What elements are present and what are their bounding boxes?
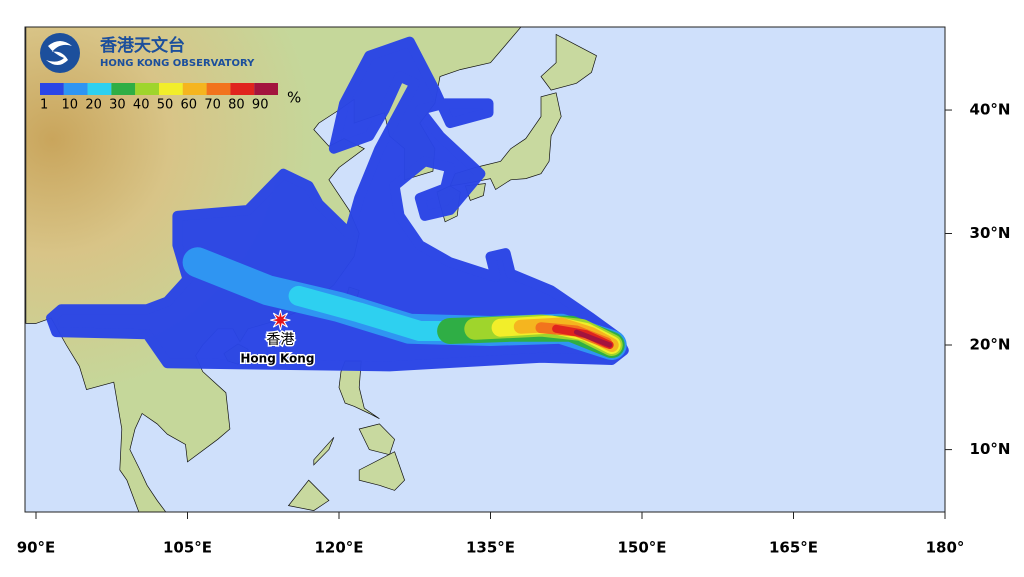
legend-label: 90 — [252, 98, 269, 113]
marker-star — [270, 309, 291, 331]
legend-unit: % — [287, 89, 301, 107]
swath-layer — [46, 36, 629, 372]
landmass — [561, 5, 576, 20]
legend-label: 1 — [40, 98, 48, 113]
lon-tick-label: 105°E — [163, 539, 212, 557]
legend-swatch — [254, 83, 278, 95]
lon-tick-label: 135°E — [466, 539, 515, 557]
lat-tick-label: 20°N — [970, 336, 1011, 354]
legend-label: 30 — [109, 98, 126, 113]
landmass — [540, 33, 597, 91]
lat-tick-label: 10°N — [970, 440, 1011, 458]
landmass — [358, 423, 395, 456]
lon-tick-label: 150°E — [617, 539, 666, 557]
lat-tick-label: 30°N — [970, 224, 1011, 242]
legend-swatch — [206, 83, 231, 95]
legend-label: 10 — [62, 98, 79, 113]
lon-tick-label: 90°E — [17, 539, 56, 557]
probability-swath — [46, 36, 629, 372]
lon-tick-label: 165°E — [769, 539, 818, 557]
lon-tick-label: 180° — [926, 539, 965, 557]
landmass — [358, 451, 406, 491]
map-frame — [24, 26, 946, 513]
marker-label-zh: 香港 — [266, 332, 294, 348]
marker-label-en: Hong Kong — [240, 352, 314, 366]
legend-label: 70 — [204, 98, 221, 113]
axes: 90°E 105°E 120°E 135°E 150°E 165°E 180° 10°N 20°… — [17, 101, 1011, 557]
legend-swatch — [87, 83, 112, 95]
logo: 香港天文台 HONG KONG OBSERVATORY — [40, 33, 255, 73]
legend-swatch — [230, 83, 255, 95]
legend-label: 20 — [85, 98, 102, 113]
legend-label: 60 — [181, 98, 198, 113]
legend-swatch — [111, 83, 136, 95]
legend-label: 40 — [133, 98, 150, 113]
legend-swatch — [63, 83, 88, 95]
legend-swatch — [182, 83, 207, 95]
logo-subtitle: HONG KONG OBSERVATORY — [100, 58, 255, 69]
legend-swatch — [135, 83, 159, 95]
legend-swatch — [159, 83, 183, 95]
hong-kong-marker: 香港 Hong Kong — [239, 309, 316, 367]
logo-swirl — [46, 41, 72, 65]
legend-label: 80 — [228, 98, 245, 113]
legend-label: 50 — [157, 98, 174, 113]
landmass — [313, 437, 335, 466]
legend-swatch — [40, 83, 64, 95]
lon-tick-label: 120°E — [314, 539, 363, 557]
landmass — [287, 479, 330, 511]
logo-title: 香港天文台 — [100, 35, 185, 56]
swath-layer — [573, 329, 613, 348]
legend: % 1 10 20 30 40 50 60 70 80 90 — [40, 83, 301, 113]
landmass — [338, 360, 380, 420]
lat-tick-label: 40°N — [970, 101, 1011, 119]
